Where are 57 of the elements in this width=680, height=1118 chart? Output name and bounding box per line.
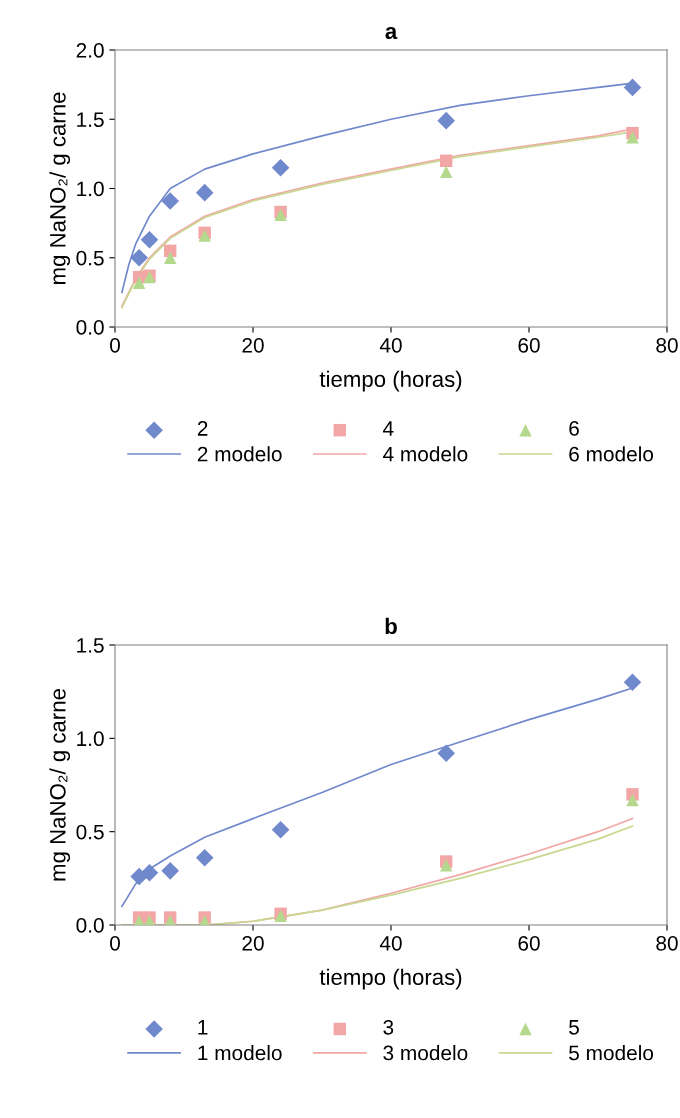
point <box>163 251 177 264</box>
legend-label: 4 <box>383 421 394 436</box>
point <box>626 131 639 144</box>
point <box>439 154 453 168</box>
legend-label: 3 modelo <box>383 1045 468 1061</box>
point <box>626 793 639 807</box>
point <box>271 158 290 177</box>
x-tick-label: 20 <box>242 935 264 951</box>
point <box>439 165 453 179</box>
legend-label: 5 modelo <box>569 1045 654 1061</box>
y-tick-label: 1.5 <box>77 638 104 653</box>
x-tick-label: 20 <box>242 337 264 353</box>
legend-label: 6 modelo <box>569 446 654 462</box>
legend-label: 3 <box>383 1019 394 1035</box>
point <box>437 111 455 130</box>
x-tick-label: 60 <box>518 337 540 353</box>
legend-label: 2 <box>197 421 208 436</box>
y-axis-title: mg NaNO₂/ g carne <box>49 689 71 881</box>
y-tick-label: 2.0 <box>76 43 104 58</box>
y-tick-label: 1.0 <box>77 181 104 197</box>
y-tick-label: 0.5 <box>76 824 104 840</box>
x-tick-label: 40 <box>379 337 402 353</box>
x-tick-label: 80 <box>656 337 678 353</box>
y-tick-label: 1.5 <box>77 112 104 127</box>
legend-label: 1 modelo <box>198 1045 282 1061</box>
x-axis-title: tiempo (horas) <box>319 370 462 392</box>
point <box>623 78 642 97</box>
x-tick-label: 40 <box>379 935 402 951</box>
x-tick-label: 60 <box>518 935 540 951</box>
y-tick-label: 0.0 <box>76 918 104 933</box>
point <box>140 230 159 249</box>
y-tick-label: 0.0 <box>76 320 104 335</box>
point <box>439 859 453 872</box>
x-axis-title: tiempo (horas) <box>319 968 462 990</box>
x-tick-label: 0 <box>110 337 120 353</box>
point <box>130 248 148 267</box>
y-tick-label: 0.5 <box>76 250 104 266</box>
legend-label: 2 modelo <box>197 446 282 462</box>
x-tick-label: 80 <box>656 935 678 951</box>
legend-label: 4 modelo <box>383 446 468 462</box>
y-axis-title: mg NaNO₂/ g carne <box>49 92 71 284</box>
point <box>161 192 179 210</box>
x-tick-label: 0 <box>110 935 120 951</box>
point <box>271 821 290 839</box>
y-tick-label: 1.0 <box>77 731 104 747</box>
point <box>132 276 146 289</box>
point <box>195 849 214 867</box>
legend-label: 5 <box>569 1020 579 1035</box>
point <box>140 863 159 882</box>
point <box>437 744 455 763</box>
chart-title: a <box>385 26 398 40</box>
legend-label: 6 <box>569 421 579 436</box>
legend-label: 1 <box>198 1020 208 1035</box>
point <box>623 673 642 692</box>
chart-title: b <box>385 617 397 635</box>
point <box>161 862 179 880</box>
point <box>195 183 214 202</box>
